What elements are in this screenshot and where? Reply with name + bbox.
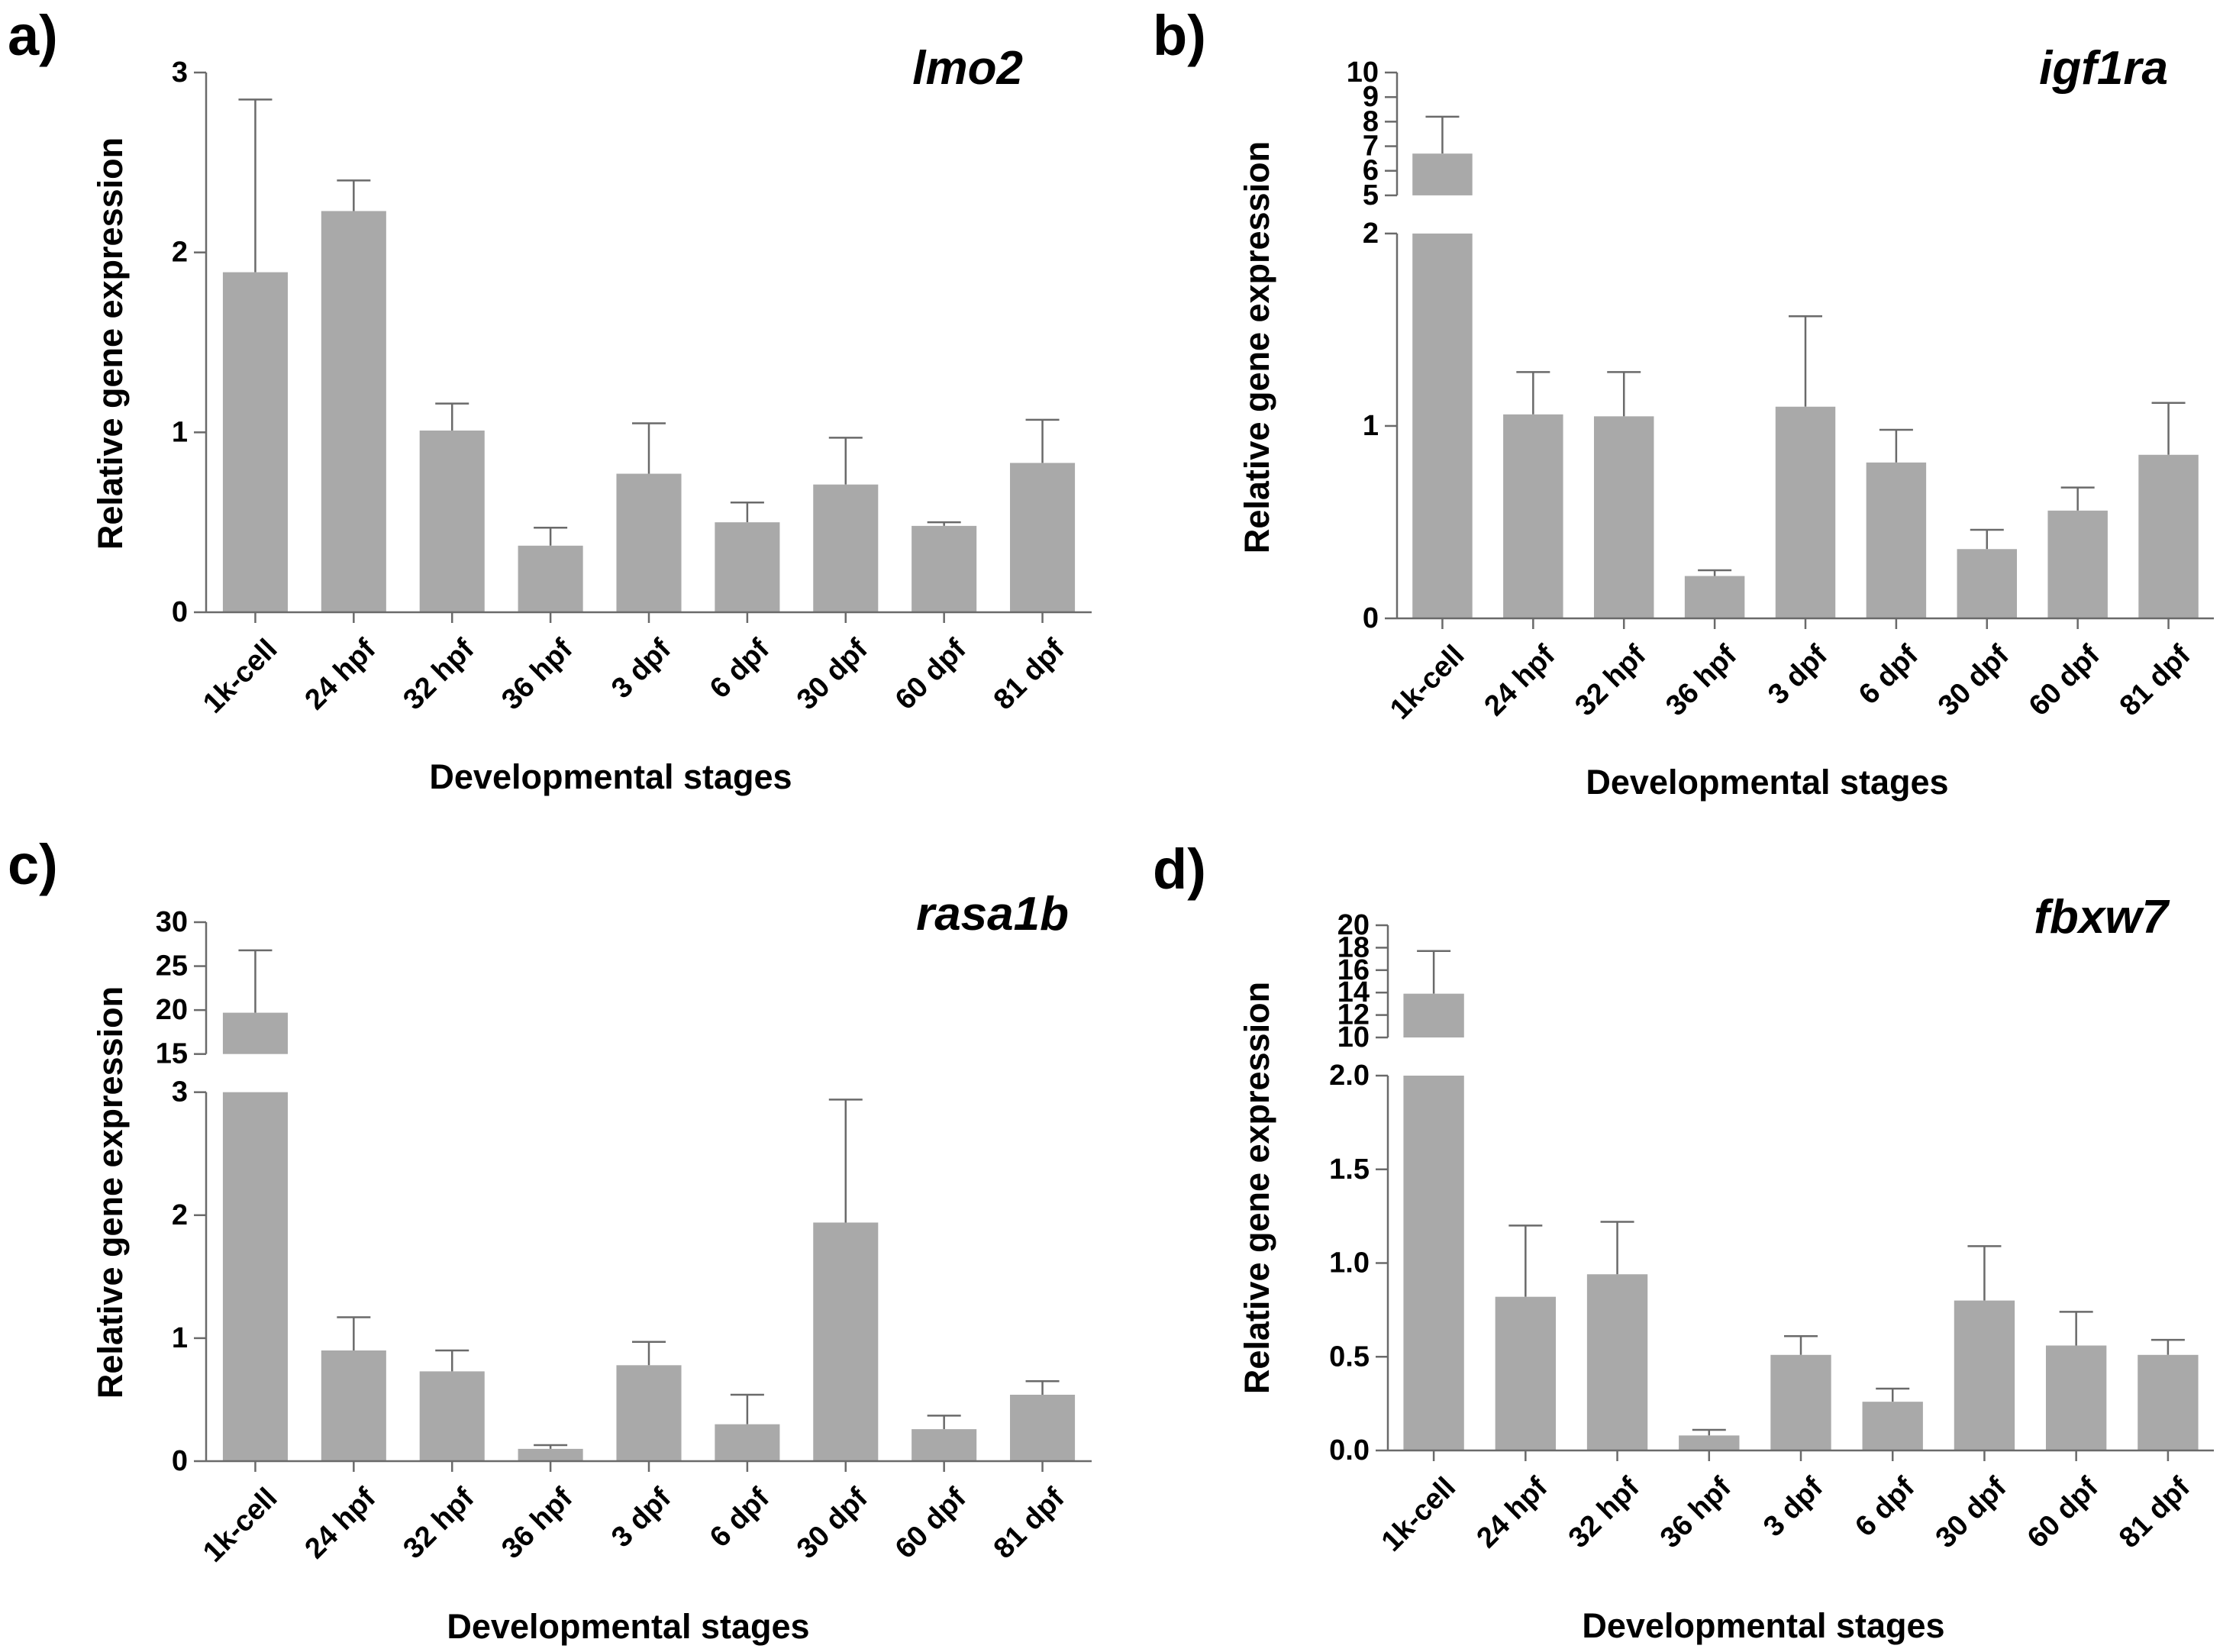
- bar-5: [1770, 1354, 1831, 1450]
- bar-3: [1593, 416, 1654, 618]
- y-tick-label: 2: [1363, 218, 1379, 250]
- gene-title: rasa1b: [916, 888, 1069, 941]
- y-tick-label: 20: [156, 994, 188, 1026]
- bar-1-upper: [1403, 993, 1464, 1037]
- gene-title: fbxw7: [2034, 891, 2170, 944]
- bar-4: [1679, 1435, 1740, 1450]
- y-tick-label: 14: [1337, 976, 1370, 1008]
- bar-9: [2138, 1354, 2199, 1450]
- gene-title: igf1ra: [2039, 42, 2168, 95]
- x-axis-label: Developmental stages: [447, 1607, 809, 1646]
- x-axis-label: Developmental stages: [1582, 1606, 1944, 1645]
- y-axis-label: Relative gene expression: [91, 137, 130, 550]
- bar-9: [1010, 463, 1076, 612]
- bar-8: [912, 525, 977, 612]
- y-tick-label: 6: [1363, 155, 1379, 187]
- y-tick-label: 8: [1363, 105, 1379, 137]
- y-tick-label: 3: [172, 56, 188, 89]
- y-tick-label: 16: [1337, 954, 1370, 986]
- y-tick-label: 5: [1363, 179, 1379, 211]
- y-tick-label: 1.5: [1329, 1153, 1370, 1186]
- bar-5: [616, 473, 682, 612]
- y-tick-label: 18: [1337, 931, 1370, 963]
- bar-3: [419, 430, 485, 612]
- bar-2: [321, 211, 386, 612]
- panel-letter: d): [1153, 837, 1206, 901]
- y-tick-label: 1: [172, 1322, 188, 1354]
- bar-4: [1684, 576, 1745, 618]
- y-tick-label: 1.0: [1329, 1247, 1370, 1279]
- bar-9: [1010, 1395, 1076, 1461]
- bar-2: [1495, 1296, 1557, 1450]
- y-tick-label: 7: [1363, 131, 1379, 163]
- y-tick-label: 12: [1337, 999, 1370, 1031]
- y-axis-label: Relative gene expression: [1237, 982, 1276, 1394]
- bar-7: [1954, 1300, 2015, 1450]
- bar-4: [518, 545, 583, 612]
- bar-7: [1957, 549, 2018, 618]
- y-tick-label: 10: [1337, 1021, 1370, 1053]
- y-axis-label: Relative gene expression: [91, 986, 130, 1399]
- bar-1-lower: [222, 1092, 288, 1461]
- y-tick-label: 2.0: [1329, 1060, 1370, 1092]
- bar-9: [2138, 454, 2199, 618]
- y-tick-label: 1: [172, 416, 188, 448]
- y-tick-label: 0.5: [1329, 1341, 1370, 1373]
- y-tick-label: 0: [172, 596, 188, 628]
- y-tick-label: 0: [172, 1445, 188, 1477]
- bar-1: [222, 272, 288, 612]
- gene-title: lmo2: [912, 42, 1023, 95]
- x-axis-label: Developmental stages: [1586, 763, 1948, 802]
- panel-letter: a): [8, 4, 58, 67]
- bar-1-upper: [1412, 153, 1473, 195]
- bar-1-upper: [222, 1012, 288, 1054]
- bar-4: [518, 1448, 583, 1461]
- panel-letter: c): [8, 833, 58, 896]
- y-axis-label: Relative gene expression: [1237, 141, 1276, 553]
- bar-6: [1862, 1402, 1923, 1450]
- bar-8: [912, 1429, 977, 1461]
- y-tick-label: 20: [1337, 909, 1370, 941]
- y-tick-label: 0: [1363, 602, 1379, 634]
- bar-6: [1866, 462, 1927, 618]
- y-tick-label: 30: [156, 906, 188, 938]
- bar-1-lower: [1412, 233, 1473, 618]
- x-axis-label: Developmental stages: [429, 757, 792, 796]
- panel-letter: b): [1153, 4, 1206, 67]
- bar-2: [1503, 414, 1563, 618]
- y-tick-label: 9: [1363, 81, 1379, 113]
- y-tick-label: 25: [156, 950, 188, 982]
- bar-5: [616, 1365, 682, 1461]
- bar-1-lower: [1403, 1076, 1464, 1450]
- bar-7: [813, 484, 879, 612]
- bar-6: [715, 1424, 780, 1461]
- y-tick-label: 2: [172, 237, 188, 269]
- y-tick-label: 0.0: [1329, 1434, 1370, 1466]
- bar-2: [321, 1350, 386, 1461]
- bar-8: [2045, 1345, 2107, 1450]
- y-tick-label: 2: [172, 1199, 188, 1231]
- bar-7: [813, 1222, 879, 1461]
- bar-6: [715, 522, 780, 612]
- bar-8: [2047, 510, 2108, 618]
- bar-3: [1586, 1274, 1648, 1450]
- y-tick-label: 10: [1347, 56, 1379, 89]
- y-tick-label: 1: [1363, 410, 1379, 442]
- y-tick-label: 3: [172, 1076, 188, 1108]
- bar-3: [419, 1371, 485, 1461]
- bar-5: [1775, 406, 1836, 618]
- y-tick-label: 15: [156, 1038, 188, 1070]
